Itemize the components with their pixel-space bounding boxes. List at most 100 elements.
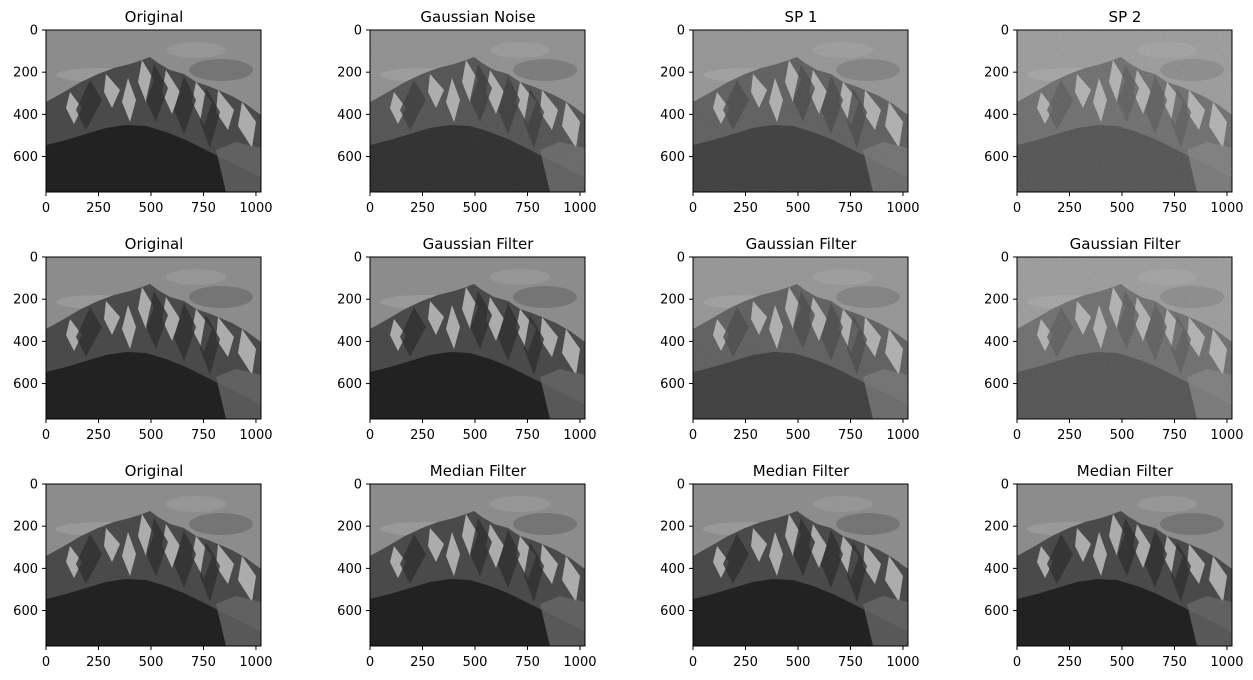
panel-title: Median Filter — [1077, 462, 1174, 480]
y-tick-label: 200 — [337, 66, 362, 81]
cloud — [166, 496, 226, 512]
noise-overlay — [693, 257, 908, 419]
panel: Gaussian Filter 0 200 400 600 0 250 500 750 1000 — [660, 235, 919, 443]
axes-frame — [1016, 256, 1233, 420]
snow-ridge — [216, 317, 234, 357]
rock-shadow — [174, 76, 196, 134]
cloud — [813, 496, 873, 512]
panel-title: Gaussian Filter — [1070, 235, 1182, 253]
x-tick-label: 750 — [1162, 655, 1187, 670]
snow-ridge — [486, 297, 504, 341]
snow-ridge — [1037, 546, 1053, 578]
rock-shadow — [200, 315, 220, 375]
cloud — [166, 269, 226, 285]
snow-ridge — [446, 305, 460, 349]
snow-ridge — [462, 287, 478, 329]
x-tick-label: 0 — [366, 655, 374, 670]
snow-ridge — [751, 528, 767, 562]
noise-overlay — [1017, 257, 1232, 419]
rock-shadow — [498, 530, 520, 588]
panel-title: SP 2 — [1109, 8, 1142, 26]
foreground-hill — [46, 579, 261, 646]
x-tick-label: 500 — [463, 655, 488, 670]
foreground-hill — [370, 579, 585, 646]
rock-shadow — [847, 542, 867, 602]
rock-shadow — [1145, 530, 1167, 588]
rocky-slope — [863, 596, 908, 646]
rocky-slope — [540, 596, 585, 646]
x-tick-label: 0 — [689, 655, 697, 670]
axes-frame — [1016, 29, 1233, 193]
panel-title: SP 1 — [785, 8, 818, 26]
axes-frame — [692, 483, 909, 647]
y-tick-label: 0 — [677, 478, 685, 493]
axes-frame — [369, 29, 586, 193]
y-tick-label: 0 — [354, 478, 362, 493]
x-tick-label: 500 — [786, 428, 811, 443]
x-tick-label: 750 — [191, 201, 216, 216]
snow-ridge — [238, 329, 256, 375]
snow-ridge — [1187, 544, 1205, 584]
x-tick-label: 1000 — [563, 201, 596, 216]
snow-ridge — [162, 524, 180, 568]
rock-shadow — [524, 315, 544, 375]
snow-ridge — [216, 90, 234, 130]
snow-ridge — [428, 528, 444, 562]
y-tick-label: 600 — [337, 150, 362, 165]
y-tick-label: 200 — [984, 293, 1009, 308]
axes-frame — [692, 29, 909, 193]
y-tick-label: 400 — [337, 108, 362, 123]
x-tick-label: 750 — [838, 655, 863, 670]
x-tick-label: 500 — [1110, 655, 1135, 670]
foreground-hill — [693, 579, 908, 646]
snow-ridge — [428, 301, 444, 335]
y-tick-label: 0 — [1001, 24, 1009, 39]
snow-ridge — [162, 70, 180, 114]
rock-shadow — [146, 518, 168, 576]
cloud — [189, 286, 253, 308]
x-tick-label: 0 — [1013, 655, 1021, 670]
x-tick-label: 750 — [838, 201, 863, 216]
panel-title: Median Filter — [430, 462, 527, 480]
x-tick-label: 1000 — [1210, 655, 1243, 670]
x-tick-label: 0 — [366, 201, 374, 216]
panel-title: Gaussian Filter — [423, 235, 535, 253]
rock-shadow — [821, 530, 843, 588]
x-tick-label: 1000 — [239, 655, 272, 670]
cloud — [189, 59, 253, 81]
cloud — [1137, 496, 1197, 512]
snow-ridge — [1133, 524, 1151, 568]
y-tick-label: 600 — [660, 377, 685, 392]
axes-frame — [45, 256, 262, 420]
snow-ridge — [162, 297, 180, 341]
y-tick-label: 200 — [660, 66, 685, 81]
rock-shadow — [400, 534, 426, 584]
snow-ridge — [390, 546, 406, 578]
rocky-slope — [216, 369, 261, 419]
y-tick-label: 200 — [337, 293, 362, 308]
snow-ridge — [138, 287, 154, 329]
y-tick-label: 400 — [337, 562, 362, 577]
cloud — [513, 513, 577, 535]
panel-title: Gaussian Noise — [420, 8, 535, 26]
x-tick-label: 250 — [1057, 201, 1082, 216]
x-tick-label: 1000 — [563, 428, 596, 443]
snow-ridge — [1075, 528, 1091, 562]
y-tick-label: 400 — [660, 108, 685, 123]
panel: SP 1 0 200 400 600 0 250 500 750 1000 — [660, 8, 919, 216]
rock-shadow — [1171, 542, 1191, 602]
panel: Gaussian Noise 0 200 400 600 0 250 500 750 1000 — [337, 8, 596, 216]
y-tick-label: 0 — [1001, 251, 1009, 266]
x-tick-label: 1000 — [886, 201, 919, 216]
y-tick-label: 0 — [354, 24, 362, 39]
x-tick-label: 250 — [86, 655, 111, 670]
foreground-hill — [370, 352, 585, 419]
x-tick-label: 750 — [191, 655, 216, 670]
axes-frame — [369, 256, 586, 420]
y-tick-label: 200 — [13, 66, 38, 81]
rock-shadow — [524, 542, 544, 602]
snow-ridge — [446, 532, 460, 576]
x-tick-label: 500 — [463, 201, 488, 216]
rocky-slope — [1187, 596, 1232, 646]
